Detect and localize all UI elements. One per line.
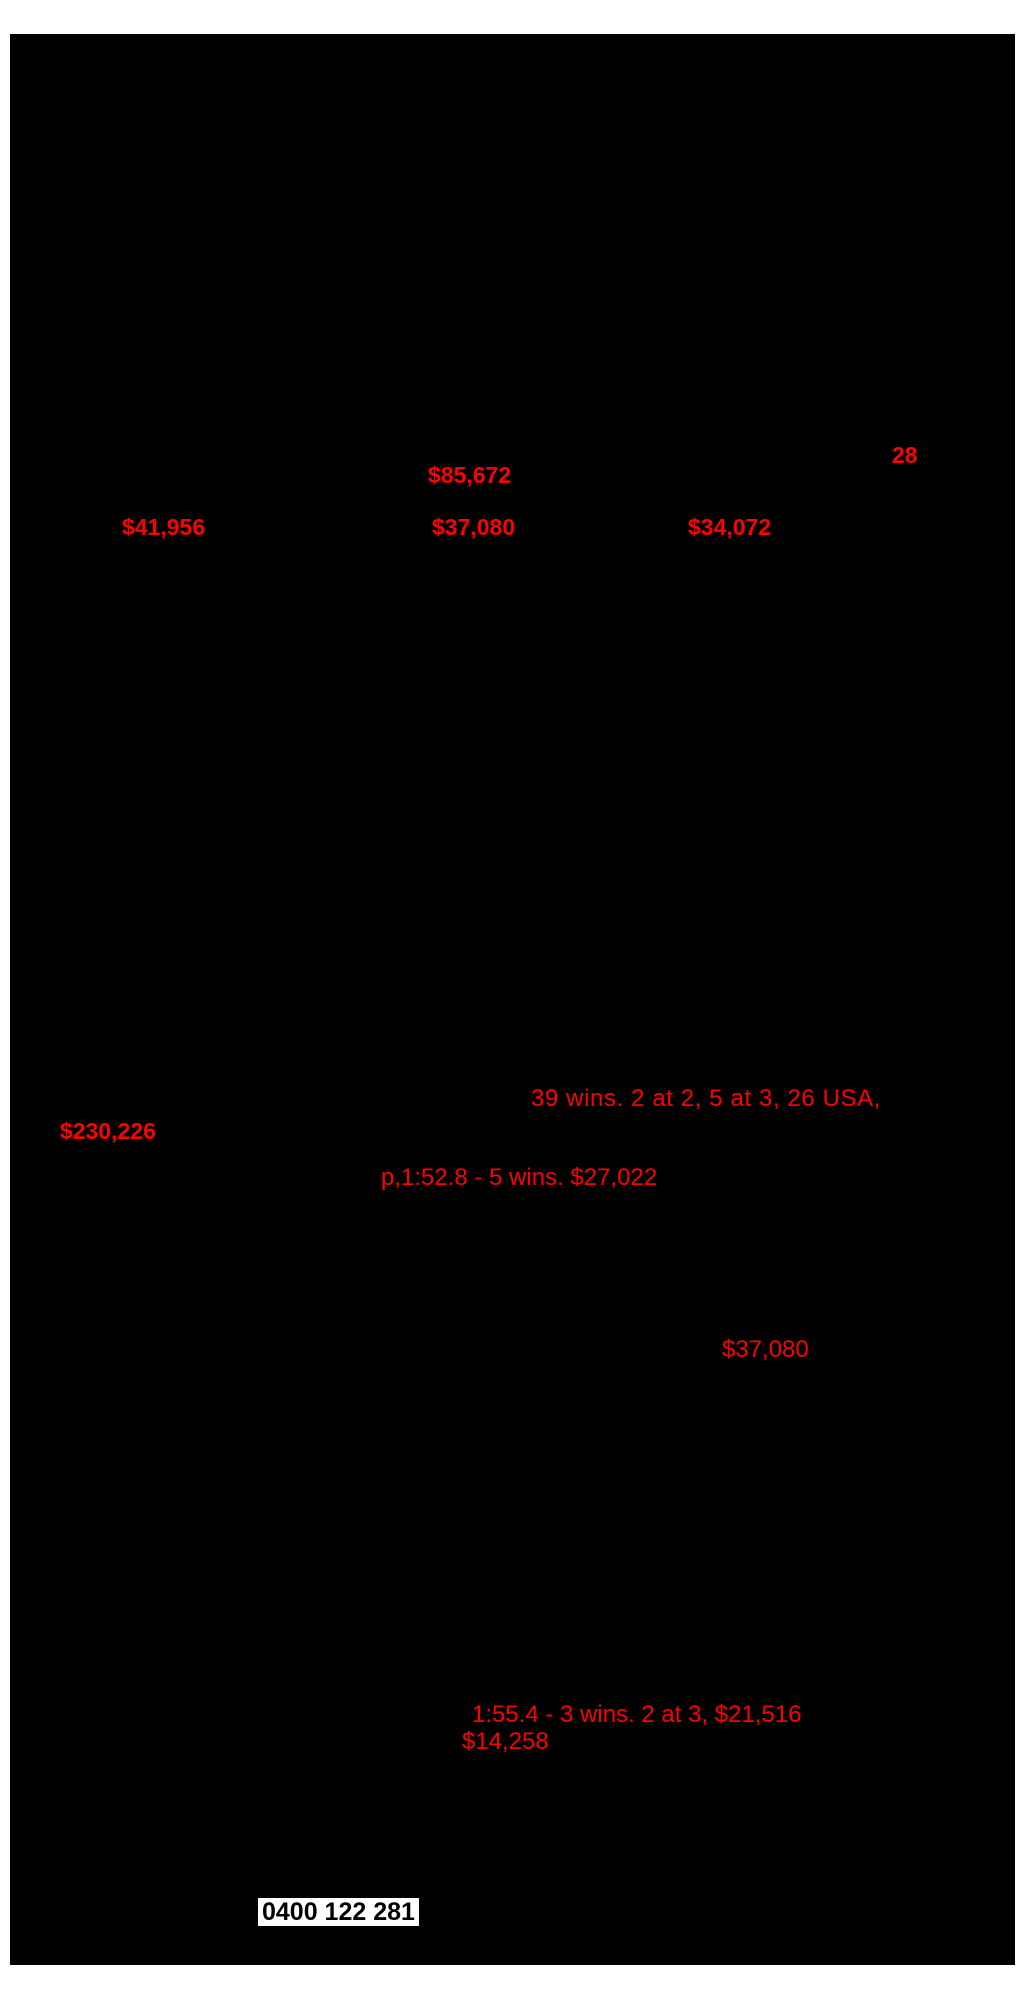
document-canvas: $85,672 28 $41,956 $37,080 $34,072 39 wi… <box>10 34 1015 1965</box>
annotation-prize-14258: $14,258 <box>462 1728 549 1755</box>
annotation-prize-230226: $230,226 <box>60 1118 156 1144</box>
annotation-prize-37080-top: $37,080 <box>432 514 516 540</box>
annotation-prize-37080-mid: $37,080 <box>722 1336 809 1363</box>
annotation-record-1554: 1:55.4 - 3 wins. 2 at 3, $21,516 <box>472 1701 802 1728</box>
annotation-record-p1528: p,1:52.8 - 5 wins. $27,022 <box>381 1164 658 1191</box>
phone-number-plate: 0400 122 281 <box>258 1898 419 1926</box>
annotation-prize-34072: $34,072 <box>688 514 772 540</box>
annotation-record-39-wins: 39 wins. 2 at 2, 5 at 3, 26 USA, <box>531 1085 882 1112</box>
annotation-prize-41956: $41,956 <box>122 514 206 540</box>
annotation-prize-85672: $85,672 <box>428 462 512 488</box>
annotation-count-28: 28 <box>892 442 918 468</box>
